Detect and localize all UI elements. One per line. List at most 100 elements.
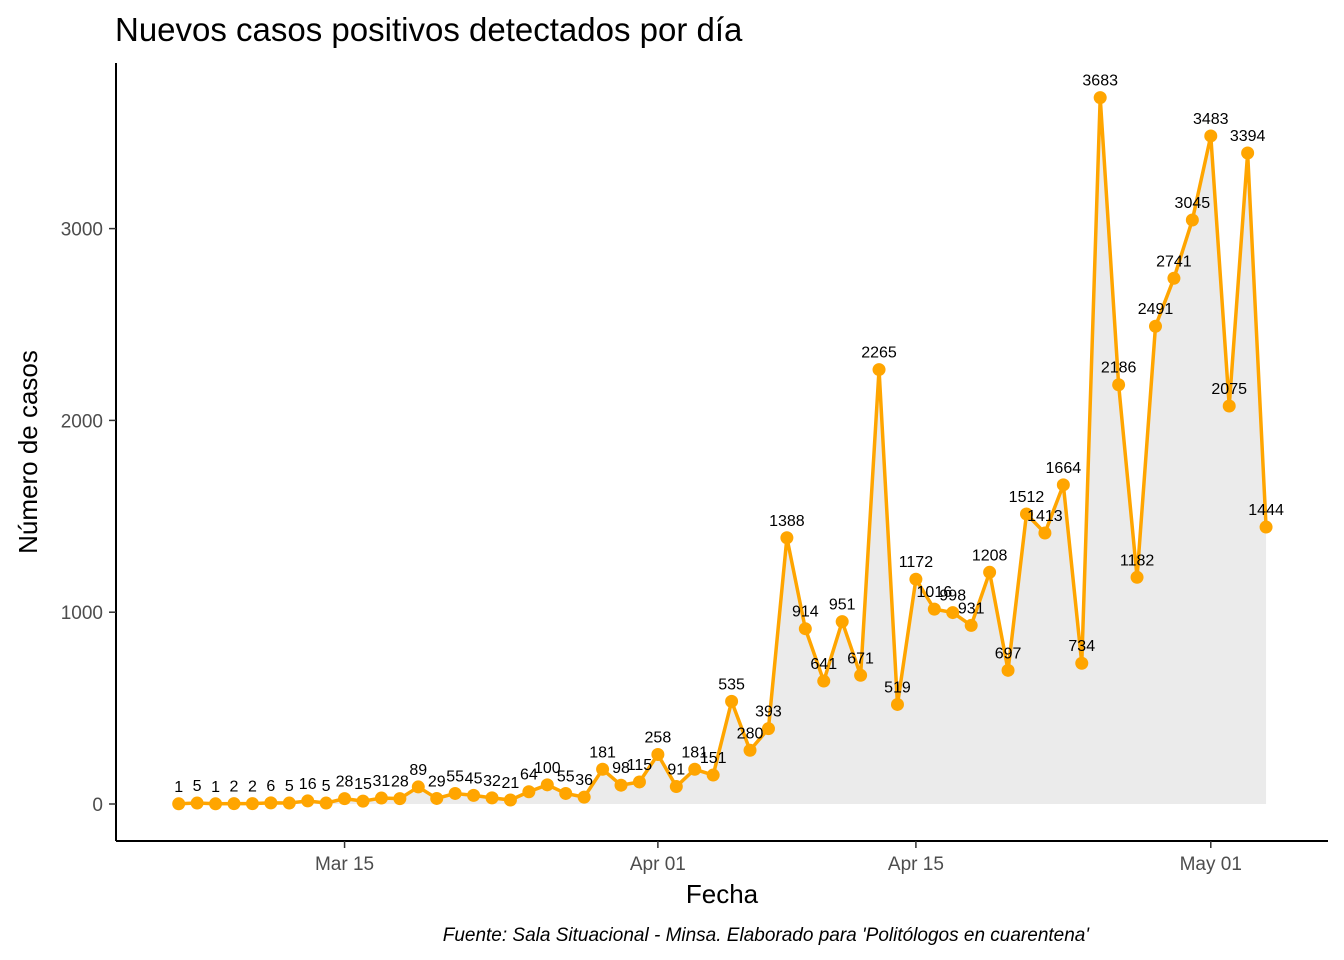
- data-label: 951: [829, 597, 856, 614]
- data-point: [872, 363, 886, 377]
- data-label: 914: [792, 604, 819, 621]
- data-point: [725, 694, 739, 708]
- data-point: [245, 797, 259, 811]
- data-label: 1388: [769, 513, 805, 530]
- data-label: 1512: [1009, 489, 1045, 506]
- data-label: 1: [211, 779, 220, 796]
- data-label: 89: [409, 762, 427, 779]
- data-point: [282, 796, 296, 810]
- data-label: 1016: [917, 584, 953, 601]
- data-label: 115: [627, 757, 653, 774]
- data-point: [1259, 520, 1273, 534]
- x-tick-label: Apr 15: [888, 854, 944, 875]
- x-tick-label: Mar 15: [315, 854, 374, 875]
- data-point: [651, 748, 665, 762]
- data-label: 697: [995, 645, 1022, 662]
- data-point: [356, 794, 370, 808]
- data-label: 1172: [899, 554, 934, 571]
- data-label: 36: [575, 772, 593, 789]
- data-label: 519: [884, 679, 911, 696]
- data-label: 2491: [1138, 301, 1174, 318]
- data-label: 29: [428, 773, 446, 790]
- data-point: [780, 531, 794, 545]
- data-label: 2: [248, 779, 257, 796]
- data-label: 734: [1068, 638, 1095, 655]
- data-label: 3394: [1230, 128, 1266, 145]
- data-point: [1019, 507, 1033, 521]
- x-axis-title: Fecha: [686, 879, 759, 909]
- data-label: 931: [958, 600, 985, 617]
- y-tick-label: 0: [92, 795, 103, 816]
- data-label: 641: [810, 656, 837, 673]
- data-point: [540, 778, 554, 792]
- data-point: [743, 743, 757, 757]
- data-label: 31: [373, 773, 391, 790]
- data-label: 2265: [861, 345, 897, 362]
- data-label: 5: [322, 778, 331, 795]
- data-point: [983, 565, 997, 579]
- data-point: [485, 791, 499, 805]
- data-point: [1038, 526, 1052, 540]
- data-point: [596, 762, 610, 776]
- data-point: [190, 796, 204, 810]
- data-point: [1130, 570, 1144, 584]
- data-point: [577, 790, 591, 804]
- data-point: [1241, 146, 1255, 160]
- data-label: 6: [266, 778, 275, 795]
- data-point: [374, 791, 388, 805]
- data-label: 21: [502, 775, 520, 792]
- data-label: 98: [612, 760, 630, 777]
- data-label: 181: [589, 744, 616, 761]
- data-point: [1112, 378, 1126, 392]
- data-point: [798, 622, 812, 636]
- x-tick-label: May 01: [1180, 854, 1242, 875]
- x-axis: Mar 15 Apr 01 Apr 15 May 01: [315, 841, 1242, 875]
- data-label: 2741: [1156, 253, 1192, 270]
- y-axis-title: Número de casos: [13, 350, 43, 554]
- data-label: 55: [557, 768, 575, 785]
- data-point: [1056, 478, 1070, 492]
- data-point: [1001, 663, 1015, 677]
- x-tick-label: Apr 01: [630, 854, 686, 875]
- data-point: [909, 572, 923, 586]
- data-label: 535: [718, 676, 745, 693]
- data-point: [964, 618, 978, 632]
- data-point: [946, 606, 960, 620]
- chart-caption: Fuente: Sala Situacional - Minsa. Elabor…: [443, 925, 1091, 946]
- data-point: [1167, 271, 1181, 285]
- data-label: 3045: [1175, 195, 1211, 212]
- chart-title: Nuevos casos positivos detectados por dí…: [115, 11, 743, 48]
- data-label: 671: [847, 650, 874, 667]
- data-label: 3483: [1193, 111, 1229, 128]
- y-tick-label: 3000: [61, 220, 103, 241]
- data-point: [301, 794, 315, 808]
- data-label: 28: [336, 774, 354, 791]
- data-label: 3683: [1082, 73, 1118, 90]
- data-label: 64: [520, 767, 538, 784]
- data-label: 5: [285, 778, 294, 795]
- data-point: [393, 792, 407, 806]
- data-label: 32: [483, 773, 501, 790]
- data-point: [448, 786, 462, 800]
- y-axis: 0 1000 2000 3000: [61, 220, 116, 816]
- data-point: [854, 668, 868, 682]
- data-point: [559, 786, 573, 800]
- data-label: 2186: [1101, 360, 1137, 377]
- data-label: 5: [193, 778, 202, 795]
- data-point: [411, 780, 425, 794]
- data-point: [761, 722, 775, 736]
- data-label: 1664: [1046, 460, 1082, 477]
- data-point: [835, 615, 849, 629]
- data-label: 280: [737, 725, 764, 742]
- data-point: [467, 788, 481, 802]
- data-label: 28: [391, 774, 409, 791]
- data-point: [503, 793, 517, 807]
- data-point: [706, 768, 720, 782]
- data-label: 100: [534, 760, 561, 777]
- data-point: [319, 796, 333, 810]
- data-point: [209, 797, 223, 811]
- data-label: 2: [230, 779, 239, 796]
- data-point: [890, 697, 904, 711]
- data-point: [669, 780, 683, 794]
